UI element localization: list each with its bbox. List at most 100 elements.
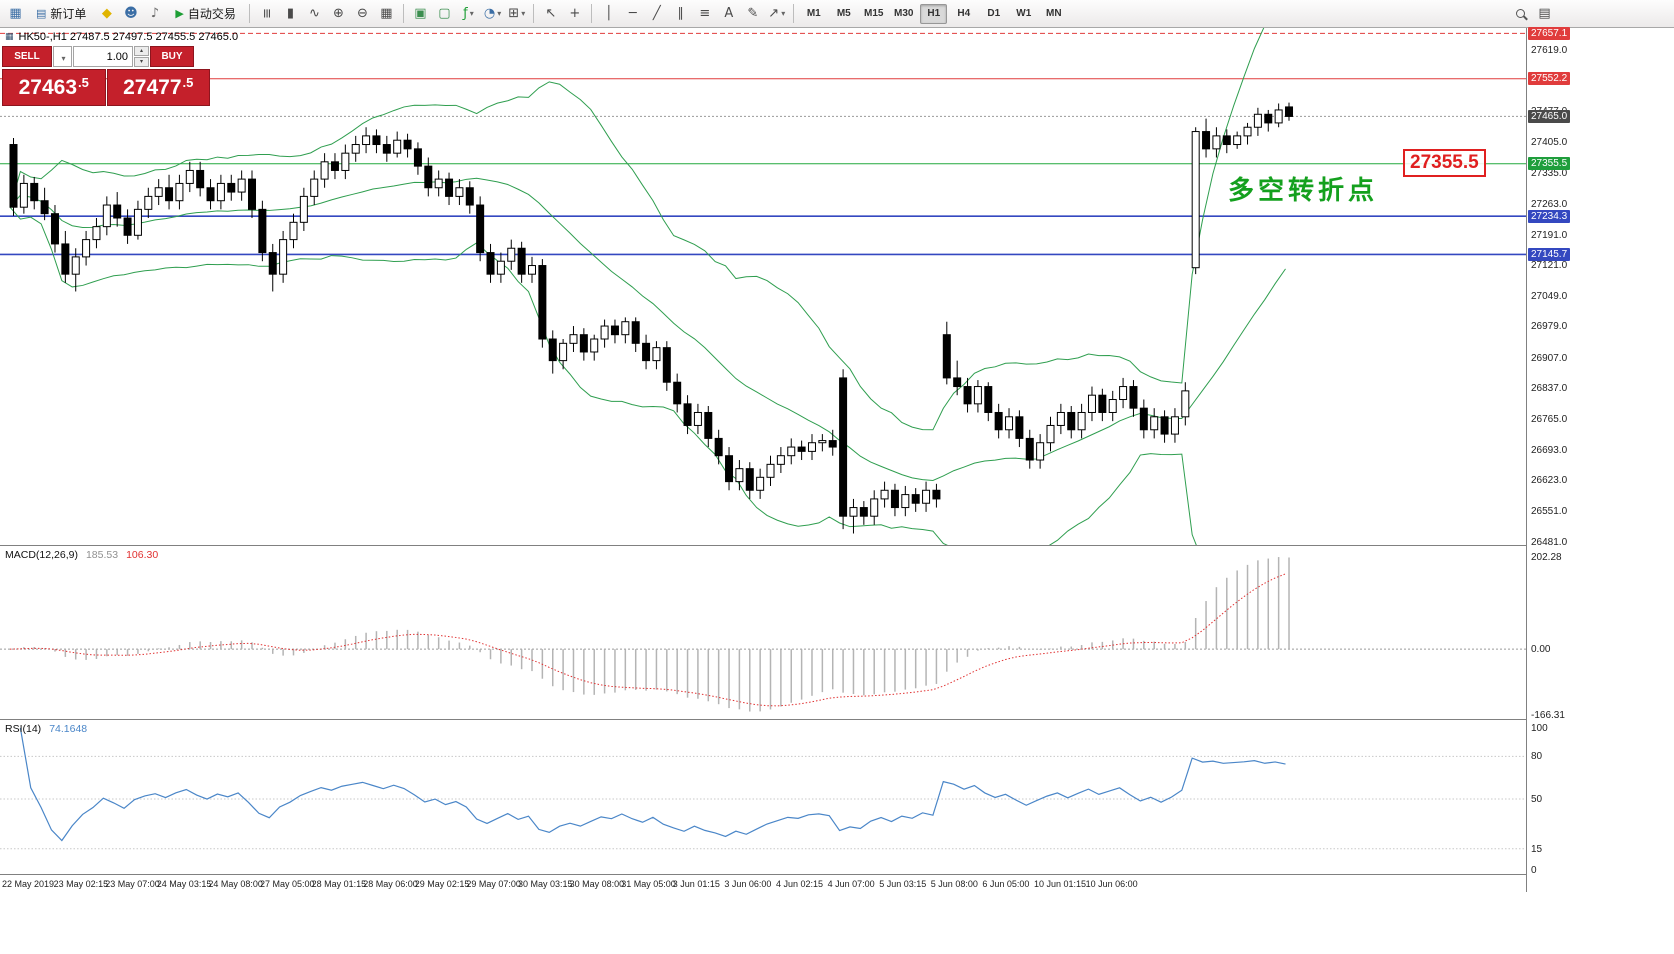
- buy-price-frac: .5: [182, 75, 194, 90]
- time-label: 28 May 01:15: [311, 879, 367, 889]
- trade-panel-prices: 27463 .5 27477 .5: [2, 69, 210, 106]
- timeframe-m5[interactable]: M5: [830, 4, 857, 24]
- candlestick-chart-icon[interactable]: ▮: [279, 3, 302, 25]
- vertical-line-icon[interactable]: │: [597, 3, 620, 25]
- timeframe-h4[interactable]: H4: [950, 4, 977, 24]
- crosshair-icon[interactable]: +: [563, 3, 586, 25]
- macd-signal-line: [9, 573, 1286, 707]
- time-label: 27 May 05:00: [260, 879, 315, 889]
- macd-histogram: [23, 557, 1290, 712]
- price-axis[interactable]: 27619.027547.027477.027405.027335.027263…: [1526, 26, 1674, 892]
- line-chart-icon[interactable]: ∿: [303, 3, 326, 25]
- timeframe-d1[interactable]: D1: [980, 4, 1007, 24]
- fibonacci-icon[interactable]: ≡: [693, 3, 716, 25]
- volume-up-button[interactable]: ▴: [134, 46, 149, 56]
- axis-label: 100: [1531, 723, 1548, 734]
- zoom-out-icon[interactable]: ⊖: [351, 3, 374, 25]
- arrange-windows-icon: ▣: [414, 6, 427, 21]
- time-label: 30 May 08:00: [569, 879, 625, 889]
- macd-main-value: 185.53: [85, 549, 119, 561]
- rsi-line: [19, 727, 1286, 842]
- timeframe-w1[interactable]: W1: [1010, 4, 1037, 24]
- cursor-icon: ↖: [545, 6, 557, 21]
- buy-price-main: 27477: [123, 75, 182, 99]
- rsi-canvas[interactable]: [0, 720, 1526, 874]
- axis-label: -166.31: [1531, 710, 1565, 721]
- trendline-icon[interactable]: ╱: [645, 3, 668, 25]
- axis-label: 27263.0: [1531, 198, 1568, 210]
- accounts-icon[interactable]: ☻: [119, 3, 142, 25]
- rsi-level-lines: [0, 755, 1526, 850]
- templates-dropdown[interactable]: ⊞ ▾: [505, 3, 528, 25]
- time-label: 23 May 02:15: [53, 879, 109, 889]
- time-axis[interactable]: 22 May 2019 23 May 02:15 23 May 07:00 24 Ma…: [0, 874, 1526, 892]
- tile-windows-icon: ▦: [380, 6, 393, 21]
- sell-price-tile[interactable]: 27463 .5: [2, 69, 106, 106]
- macd-canvas[interactable]: [0, 546, 1526, 719]
- metaeditor-icon[interactable]: ◆: [95, 3, 118, 25]
- indicators-dropdown[interactable]: ƒ ▾: [457, 3, 480, 25]
- price-marker-tag: 27355.5: [1528, 157, 1571, 171]
- tile-windows-icon[interactable]: ▦: [375, 3, 398, 25]
- text-label-icon[interactable]: ✎: [741, 3, 764, 25]
- time-label: 6 Jun 05:00: [982, 879, 1030, 889]
- symbol-ohlc-text: HK50-,H1 27487.5 27497.5 27455.5 27465.0: [18, 31, 239, 43]
- arrows-dropdown[interactable]: ↗ ▾: [765, 3, 788, 25]
- chart-annotation-text: 多空转折点: [1228, 175, 1379, 205]
- new-order-button[interactable]: ▤ 新订单: [28, 3, 94, 25]
- zoom-in-icon: ⊕: [332, 6, 344, 21]
- macd-signal-value: 106.30: [126, 549, 159, 561]
- chevron-down-icon: ▾: [781, 9, 786, 18]
- volume-input[interactable]: [73, 46, 133, 67]
- text-icon[interactable]: A: [717, 3, 740, 25]
- timeframe-m15[interactable]: M15: [860, 4, 887, 24]
- equidistant-channel-icon[interactable]: ∥: [669, 3, 692, 25]
- new-chart-icon[interactable]: ▦: [4, 3, 27, 25]
- time-label: 28 May 06:00: [363, 879, 418, 889]
- toolbar-separator: [248, 4, 250, 23]
- search-icon[interactable]: [1509, 3, 1532, 25]
- rsi-label: RSI(14) 74.1648: [5, 723, 87, 735]
- rsi-value: 74.1648: [49, 723, 88, 735]
- toolbar-separator: [793, 4, 795, 23]
- volume-down-button[interactable]: ▾: [134, 57, 149, 67]
- time-label: 29 May 02:15: [414, 879, 470, 889]
- timeframe-h1[interactable]: H1: [920, 3, 948, 24]
- horizontal-line-icon[interactable]: ─: [621, 3, 644, 25]
- sell-button[interactable]: SELL: [2, 46, 52, 67]
- chevron-down-icon: ▾: [521, 9, 526, 18]
- axis-label: 26765.0: [1531, 413, 1568, 425]
- axis-label: 80: [1531, 751, 1543, 763]
- time-label: 4 Jun 07:00: [827, 879, 875, 889]
- candlestick-chart-icon: ▮: [286, 6, 294, 21]
- data-window-icon[interactable]: ▤: [1533, 3, 1556, 25]
- candles: [9, 102, 1294, 534]
- cascade-windows-icon[interactable]: ▢: [433, 3, 456, 25]
- autotrading-button[interactable]: ▶ 自动交易: [167, 3, 243, 25]
- timeframe-m1[interactable]: M1: [800, 4, 827, 24]
- time-label: 10 Jun 06:00: [1085, 879, 1138, 889]
- timeframe-mn[interactable]: MN: [1040, 4, 1067, 24]
- time-label: 22 May 2019: [2, 879, 55, 889]
- axis-label: 50: [1531, 794, 1543, 805]
- price-chart-canvas[interactable]: [0, 28, 1526, 545]
- time-label: 31 May 05:00: [621, 879, 676, 889]
- cursor-icon[interactable]: ↖: [539, 3, 562, 25]
- chevron-down-icon: ▾: [469, 9, 474, 18]
- buy-button[interactable]: BUY: [150, 46, 194, 67]
- buy-price-tile[interactable]: 27477 .5: [106, 69, 210, 106]
- time-label: 10 Jun 01:15: [1034, 879, 1087, 889]
- periods-dropdown[interactable]: ◔ ▾: [481, 3, 504, 25]
- sell-price-frac: .5: [78, 75, 89, 90]
- arrange-windows-icon[interactable]: ▣: [409, 3, 432, 25]
- bar-chart-icon[interactable]: ≡: [255, 3, 278, 25]
- symbol-ohlc-line: ▦ HK50-,H1 27487.5 27497.5 27455.5 27465…: [5, 31, 238, 43]
- price-marker-tag: 27552.2: [1528, 72, 1571, 86]
- volume-dropdown[interactable]: ▾: [53, 46, 72, 67]
- alerts-icon[interactable]: ♪: [143, 3, 166, 25]
- zoom-in-icon[interactable]: ⊕: [327, 3, 350, 25]
- bollinger-bands: [9, 28, 1286, 545]
- timeframe-m30[interactable]: M30: [890, 4, 917, 24]
- new-chart-icon: ▦: [9, 6, 22, 21]
